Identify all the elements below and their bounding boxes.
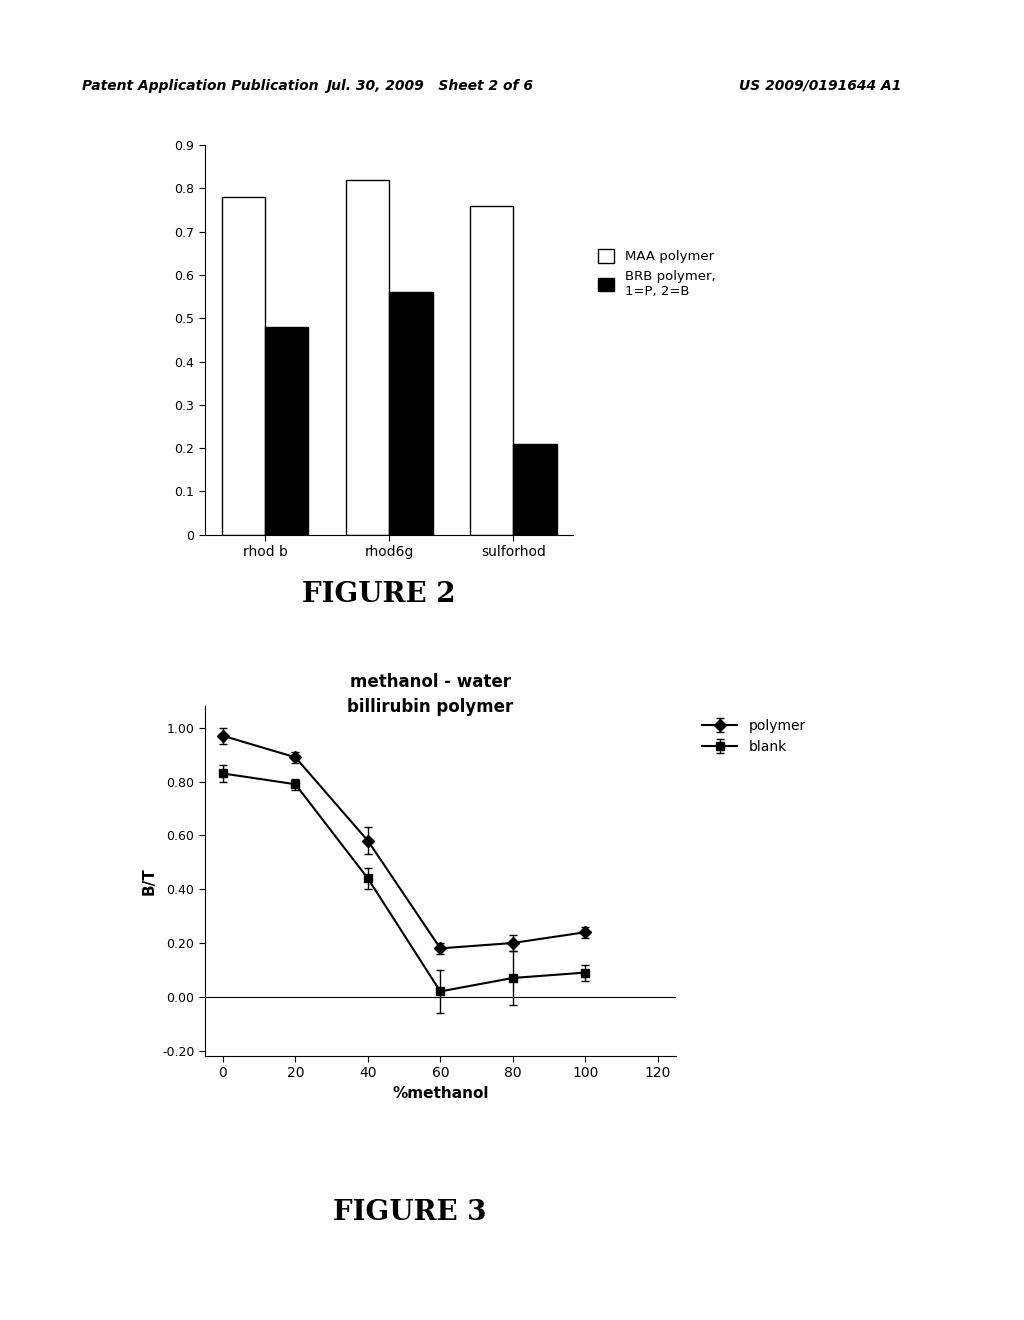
Text: FIGURE 2: FIGURE 2: [302, 581, 456, 607]
X-axis label: %methanol: %methanol: [392, 1086, 488, 1101]
Bar: [389, 292, 432, 535]
Text: methanol - water
billirubin polymer: methanol - water billirubin polymer: [347, 673, 513, 717]
Bar: [346, 180, 389, 535]
Legend: MAA polymer, BRB polymer,
1=P, 2=B: MAA polymer, BRB polymer, 1=P, 2=B: [598, 249, 716, 298]
Y-axis label: B/T: B/T: [141, 867, 157, 895]
Bar: [265, 327, 308, 535]
Bar: [470, 206, 513, 535]
Bar: [513, 444, 557, 535]
Text: Jul. 30, 2009   Sheet 2 of 6: Jul. 30, 2009 Sheet 2 of 6: [327, 79, 534, 92]
Bar: [221, 197, 265, 535]
Text: Patent Application Publication: Patent Application Publication: [82, 79, 318, 92]
Text: FIGURE 3: FIGURE 3: [333, 1199, 486, 1225]
Legend: polymer, blank: polymer, blank: [697, 713, 811, 759]
Text: US 2009/0191644 A1: US 2009/0191644 A1: [738, 79, 901, 92]
